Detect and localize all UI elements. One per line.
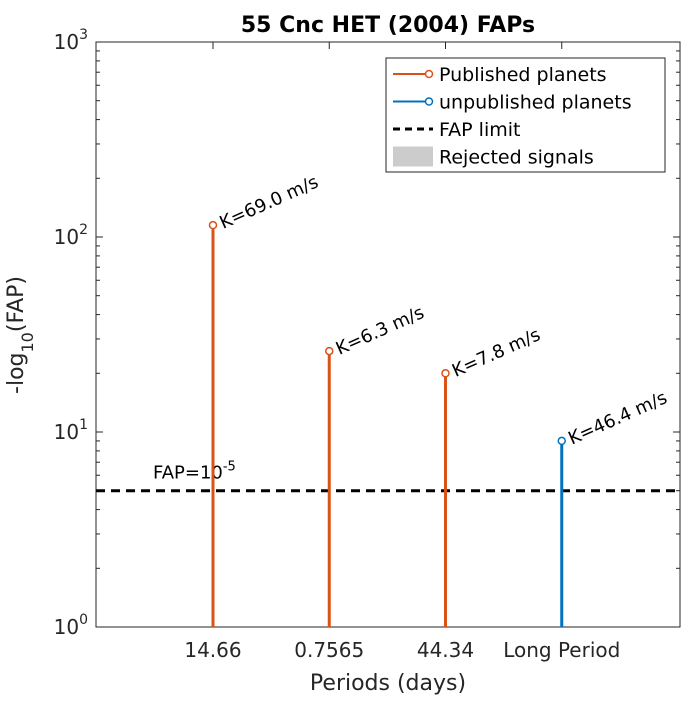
x-tick-label: 14.66 xyxy=(184,638,241,662)
stem-annotation: K=69.0 m/s xyxy=(216,172,321,234)
x-tick-label: 0.7565 xyxy=(294,638,364,662)
legend-label: unpublished planets xyxy=(439,92,632,114)
stem-marker xyxy=(557,436,566,446)
chart-title: 55 Cnc HET (2004) FAPs xyxy=(241,13,535,38)
stem-marker xyxy=(208,220,218,230)
x-tick-label: 44.34 xyxy=(417,638,474,662)
y-tick-label: 102 xyxy=(54,222,88,249)
y-tick-label: 101 xyxy=(54,417,88,444)
stem-annotation: K=46.4 m/s xyxy=(565,387,670,449)
stem-marker xyxy=(325,346,334,356)
fap-limit-label: FAP=10-5 xyxy=(153,460,236,484)
legend-swatch-marker xyxy=(424,69,434,79)
y-axis-label: -log10(FAP) xyxy=(4,276,37,394)
legend-swatch-marker xyxy=(424,97,434,106)
stem-annotation: K=6.3 m/s xyxy=(333,302,428,360)
plot-area: 100 101 102 103 14.66 0.7565 44.34 Long Period F… xyxy=(54,27,681,662)
legend-label: Rejected signals xyxy=(439,147,594,169)
legend-label: FAP limit xyxy=(439,119,520,141)
stem-annotation: K=7.8 m/s xyxy=(449,324,544,382)
stem-marker xyxy=(441,369,450,378)
x-tick-label: Long Period xyxy=(503,638,620,662)
legend-swatch-patch xyxy=(393,146,433,167)
axes-box xyxy=(95,41,681,628)
x-axis-label: Periods (days) xyxy=(310,671,466,696)
y-tick-label: 100 xyxy=(54,612,88,639)
y-tick-label: 103 xyxy=(54,27,88,54)
legend-label: Published planets xyxy=(439,64,607,86)
